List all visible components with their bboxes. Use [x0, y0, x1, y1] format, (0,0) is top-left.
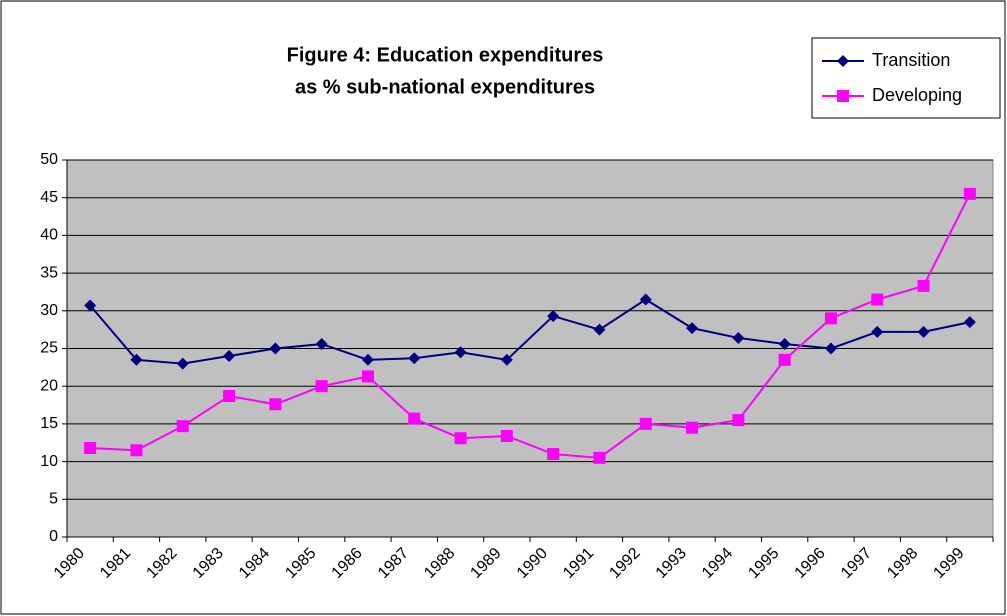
y-tick-label: 30	[40, 302, 58, 319]
marker	[454, 432, 467, 445]
chart-title: as % sub-national expenditures	[295, 76, 595, 98]
marker	[917, 325, 930, 338]
marker	[824, 312, 837, 325]
marker	[686, 421, 699, 434]
y-tick-label: 0	[49, 528, 58, 545]
marker	[732, 414, 745, 427]
legend-label: Transition	[872, 50, 950, 70]
marker	[639, 293, 652, 306]
marker	[778, 353, 791, 366]
marker	[130, 444, 143, 457]
series-line	[90, 193, 971, 459]
marker	[269, 342, 282, 355]
marker	[871, 325, 884, 338]
marker	[84, 299, 97, 312]
legend	[811, 37, 1001, 119]
marker	[176, 357, 189, 370]
marker	[454, 346, 467, 359]
y-tick-label: 25	[40, 340, 58, 357]
marker	[408, 352, 421, 365]
marker	[408, 412, 421, 425]
y-tick-label: 35	[40, 264, 58, 281]
marker	[963, 316, 976, 329]
marker	[871, 293, 884, 306]
marker	[223, 390, 236, 403]
marker	[361, 370, 374, 383]
marker	[778, 337, 791, 350]
marker	[176, 420, 189, 433]
marker	[315, 337, 328, 350]
marker	[963, 187, 976, 200]
marker	[547, 310, 560, 323]
y-tick-label: 45	[40, 189, 58, 206]
marker	[732, 331, 745, 344]
marker	[269, 398, 282, 411]
marker	[837, 55, 849, 67]
legend-label: Developing	[872, 85, 962, 105]
marker	[837, 90, 849, 102]
y-tick-label: 5	[49, 491, 58, 508]
y-tick-label: 20	[40, 377, 58, 394]
marker	[223, 350, 236, 363]
series-line	[89, 298, 971, 365]
marker	[917, 279, 930, 292]
marker	[315, 380, 328, 393]
marker	[593, 451, 606, 464]
marker	[500, 353, 513, 366]
marker	[130, 353, 143, 366]
marker	[361, 353, 374, 366]
marker	[824, 342, 837, 355]
y-tick-label: 40	[40, 227, 58, 244]
marker	[686, 322, 699, 335]
y-tick-label: 10	[40, 453, 58, 470]
y-tick-label: 15	[40, 415, 58, 432]
marker	[593, 323, 606, 336]
y-tick-label: 50	[40, 151, 58, 168]
marker	[547, 448, 560, 461]
marker	[500, 429, 513, 442]
marker	[84, 442, 97, 455]
marker	[639, 417, 652, 430]
chart-title: Figure 4: Education expenditures	[287, 44, 604, 66]
